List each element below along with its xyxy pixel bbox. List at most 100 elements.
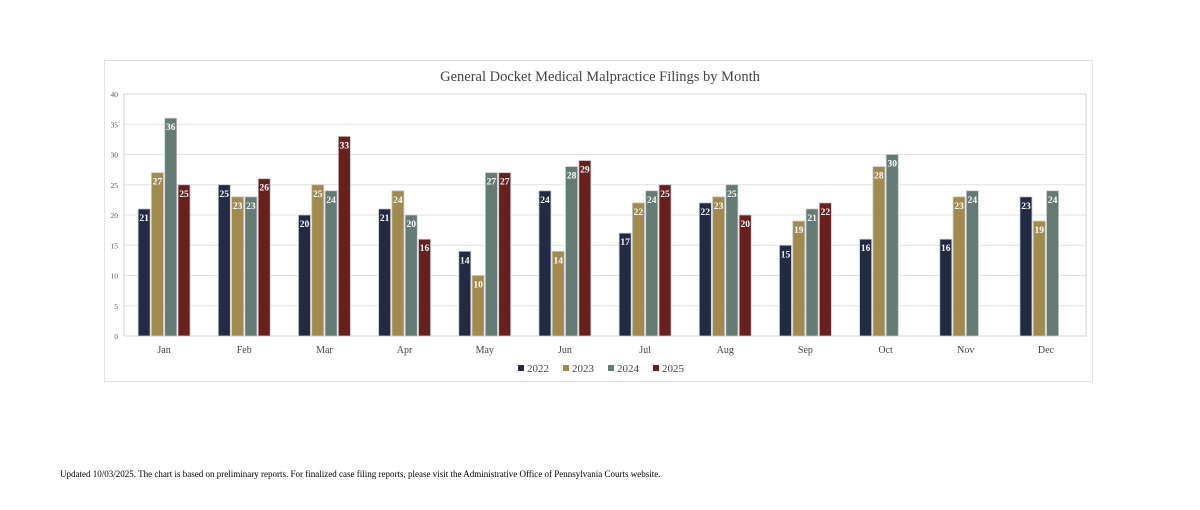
x-tick-label: May bbox=[476, 345, 494, 356]
data-label: 23 bbox=[954, 202, 964, 212]
bar-2024-Sep bbox=[805, 208, 819, 337]
data-label: 21 bbox=[139, 214, 149, 224]
data-label: 22 bbox=[701, 208, 711, 218]
bar-2022-Nov bbox=[939, 238, 953, 337]
bar-2022-Apr bbox=[378, 208, 392, 337]
data-label: 29 bbox=[580, 166, 590, 176]
data-label: 22 bbox=[821, 208, 831, 218]
chart-container: General Docket Medical Malpractice Filin… bbox=[104, 60, 1093, 382]
bar-2024-Jan bbox=[164, 117, 178, 337]
bar-2023-Apr bbox=[391, 190, 405, 337]
bar-2022-Sep bbox=[779, 244, 792, 337]
data-label: 27 bbox=[500, 178, 510, 188]
bar-2024-Oct bbox=[885, 154, 899, 337]
data-label: 20 bbox=[300, 220, 310, 230]
data-label: 23 bbox=[246, 202, 256, 212]
data-label: 17 bbox=[620, 238, 630, 248]
data-label: 10 bbox=[473, 281, 483, 291]
bar-2024-May bbox=[484, 172, 498, 337]
x-tick-label: Nov bbox=[957, 345, 974, 356]
data-label: 24 bbox=[647, 196, 657, 206]
bar-2023-May bbox=[471, 275, 485, 337]
data-label: 30 bbox=[887, 160, 897, 170]
x-tick-label: Oct bbox=[878, 345, 893, 356]
bar-2023-Feb bbox=[231, 196, 244, 337]
data-label: 20 bbox=[740, 220, 750, 230]
bar-2023-Mar bbox=[311, 184, 325, 337]
x-tick-label: Apr bbox=[397, 345, 413, 356]
data-label: 27 bbox=[153, 178, 163, 188]
bar-2025-Aug bbox=[738, 214, 752, 337]
bar-2023-Jan bbox=[151, 172, 164, 337]
bar-2025-Jan bbox=[177, 184, 191, 337]
bar-chart: General Docket Medical Malpractice Filin… bbox=[111, 69, 1087, 375]
y-tick-label: 10 bbox=[111, 272, 119, 281]
bar-2025-Jun bbox=[578, 160, 592, 337]
data-label: 24 bbox=[968, 196, 978, 206]
bar-2024-Apr bbox=[404, 214, 418, 337]
data-label: 14 bbox=[554, 256, 564, 266]
legend-swatch-2023 bbox=[563, 365, 569, 371]
bar-2025-Sep bbox=[818, 202, 832, 337]
data-label: 16 bbox=[420, 244, 430, 254]
data-label: 23 bbox=[714, 202, 724, 212]
bar-2022-May bbox=[458, 250, 472, 337]
bar-2025-Feb bbox=[257, 178, 271, 337]
plot-area bbox=[123, 93, 1087, 337]
bar-2023-Jul bbox=[632, 202, 645, 337]
bar-2022-Mar bbox=[298, 214, 311, 337]
data-label: 33 bbox=[340, 141, 350, 151]
data-label: 19 bbox=[794, 226, 804, 236]
data-label: 23 bbox=[1021, 202, 1031, 212]
data-label: 23 bbox=[233, 202, 243, 212]
data-label: 28 bbox=[874, 172, 884, 182]
data-label: 25 bbox=[660, 190, 670, 200]
legend-swatch-2024 bbox=[608, 365, 614, 371]
data-label: 14 bbox=[460, 256, 470, 266]
bar-2024-Nov bbox=[966, 190, 979, 337]
x-tick-label: Jul bbox=[639, 345, 651, 356]
bar-2024-Feb bbox=[244, 196, 258, 337]
bar-2025-Mar bbox=[337, 135, 351, 337]
bar-2025-Apr bbox=[418, 238, 431, 337]
legend-swatch-2025 bbox=[653, 365, 659, 371]
bar-2022-Jan bbox=[137, 208, 151, 337]
y-tick-label: 20 bbox=[111, 211, 119, 220]
bar-2022-Aug bbox=[698, 202, 712, 337]
bar-2024-Jul bbox=[645, 190, 659, 337]
data-label: 27 bbox=[487, 178, 497, 188]
data-label: 25 bbox=[220, 190, 230, 200]
bar-2023-Jun bbox=[551, 250, 565, 337]
data-label: 21 bbox=[807, 214, 817, 224]
chart-title: General Docket Medical Malpractice Filin… bbox=[440, 69, 760, 85]
bar-2022-Dec bbox=[1019, 196, 1033, 337]
data-label: 16 bbox=[861, 244, 871, 254]
data-label: 26 bbox=[259, 184, 269, 194]
y-tick-label: 30 bbox=[111, 151, 119, 160]
legend-label: 2022 bbox=[527, 363, 549, 375]
x-tick-label: Mar bbox=[316, 345, 333, 356]
bar-2022-Feb bbox=[217, 184, 231, 337]
bar-2022-Jun bbox=[538, 190, 552, 337]
bar-2025-May bbox=[498, 172, 512, 337]
x-tick-label: Jan bbox=[157, 345, 170, 356]
footer-note: Updated 10/03/2025. The chart is based o… bbox=[60, 469, 661, 479]
bar-2024-Aug bbox=[725, 184, 739, 337]
bar-2025-Jul bbox=[658, 184, 672, 337]
y-tick-label: 15 bbox=[111, 241, 119, 250]
data-label: 16 bbox=[941, 244, 951, 254]
y-tick-label: 5 bbox=[114, 302, 118, 311]
bar-2023-Nov bbox=[952, 196, 966, 337]
data-label: 21 bbox=[380, 214, 390, 224]
y-tick-label: 35 bbox=[111, 120, 119, 129]
data-label: 25 bbox=[727, 190, 737, 200]
bar-2022-Oct bbox=[859, 238, 873, 337]
data-label: 22 bbox=[634, 208, 644, 218]
bar-2023-Aug bbox=[712, 196, 725, 337]
data-label: 28 bbox=[567, 172, 577, 182]
bar-2024-Dec bbox=[1046, 190, 1059, 337]
legend-swatch-2022 bbox=[518, 365, 524, 371]
legend-label: 2024 bbox=[617, 363, 640, 375]
data-label: 24 bbox=[393, 196, 403, 206]
data-label: 24 bbox=[326, 196, 336, 206]
